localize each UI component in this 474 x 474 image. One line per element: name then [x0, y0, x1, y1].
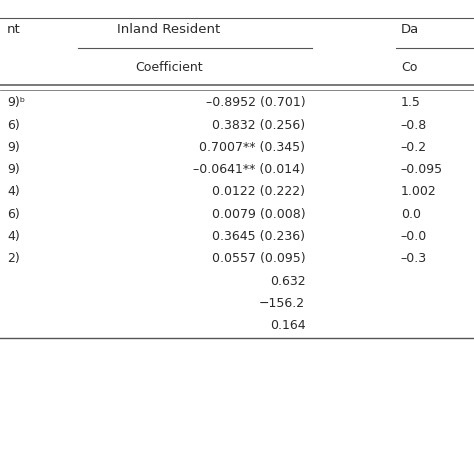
- Text: –0.0641** (0.014): –0.0641** (0.014): [193, 163, 305, 176]
- Text: 0.3832 (0.256): 0.3832 (0.256): [212, 118, 305, 132]
- Text: 0.7007** (0.345): 0.7007** (0.345): [199, 141, 305, 154]
- Text: –0.095: –0.095: [401, 163, 443, 176]
- Text: 9)ᵇ: 9)ᵇ: [7, 96, 25, 109]
- Text: 2): 2): [7, 252, 20, 265]
- Text: –0.8: –0.8: [401, 118, 427, 132]
- Text: 0.3645 (0.236): 0.3645 (0.236): [212, 230, 305, 243]
- Text: 1.5: 1.5: [401, 96, 421, 109]
- Text: Da: Da: [401, 23, 419, 36]
- Text: –0.3: –0.3: [401, 252, 427, 265]
- Text: 0.164: 0.164: [270, 319, 305, 332]
- Text: 0.0079 (0.008): 0.0079 (0.008): [211, 208, 305, 221]
- Text: 4): 4): [7, 185, 20, 199]
- Text: 0.0: 0.0: [401, 208, 421, 221]
- Text: Coefficient: Coefficient: [135, 61, 202, 74]
- Text: –0.2: –0.2: [401, 141, 427, 154]
- Text: 9): 9): [7, 141, 20, 154]
- Text: –0.8952 (0.701): –0.8952 (0.701): [206, 96, 305, 109]
- Text: −156.2: −156.2: [259, 297, 305, 310]
- Text: Inland Resident: Inland Resident: [117, 23, 220, 36]
- Text: Co: Co: [401, 61, 417, 74]
- Text: 0.0122 (0.222): 0.0122 (0.222): [212, 185, 305, 199]
- Text: 4): 4): [7, 230, 20, 243]
- Text: 0.0557 (0.095): 0.0557 (0.095): [211, 252, 305, 265]
- Text: –0.0: –0.0: [401, 230, 427, 243]
- Text: 1.002: 1.002: [401, 185, 437, 199]
- Text: 9): 9): [7, 163, 20, 176]
- Text: 0.632: 0.632: [270, 274, 305, 288]
- Text: nt: nt: [7, 23, 21, 36]
- Text: 6): 6): [7, 118, 20, 132]
- Text: 6): 6): [7, 208, 20, 221]
